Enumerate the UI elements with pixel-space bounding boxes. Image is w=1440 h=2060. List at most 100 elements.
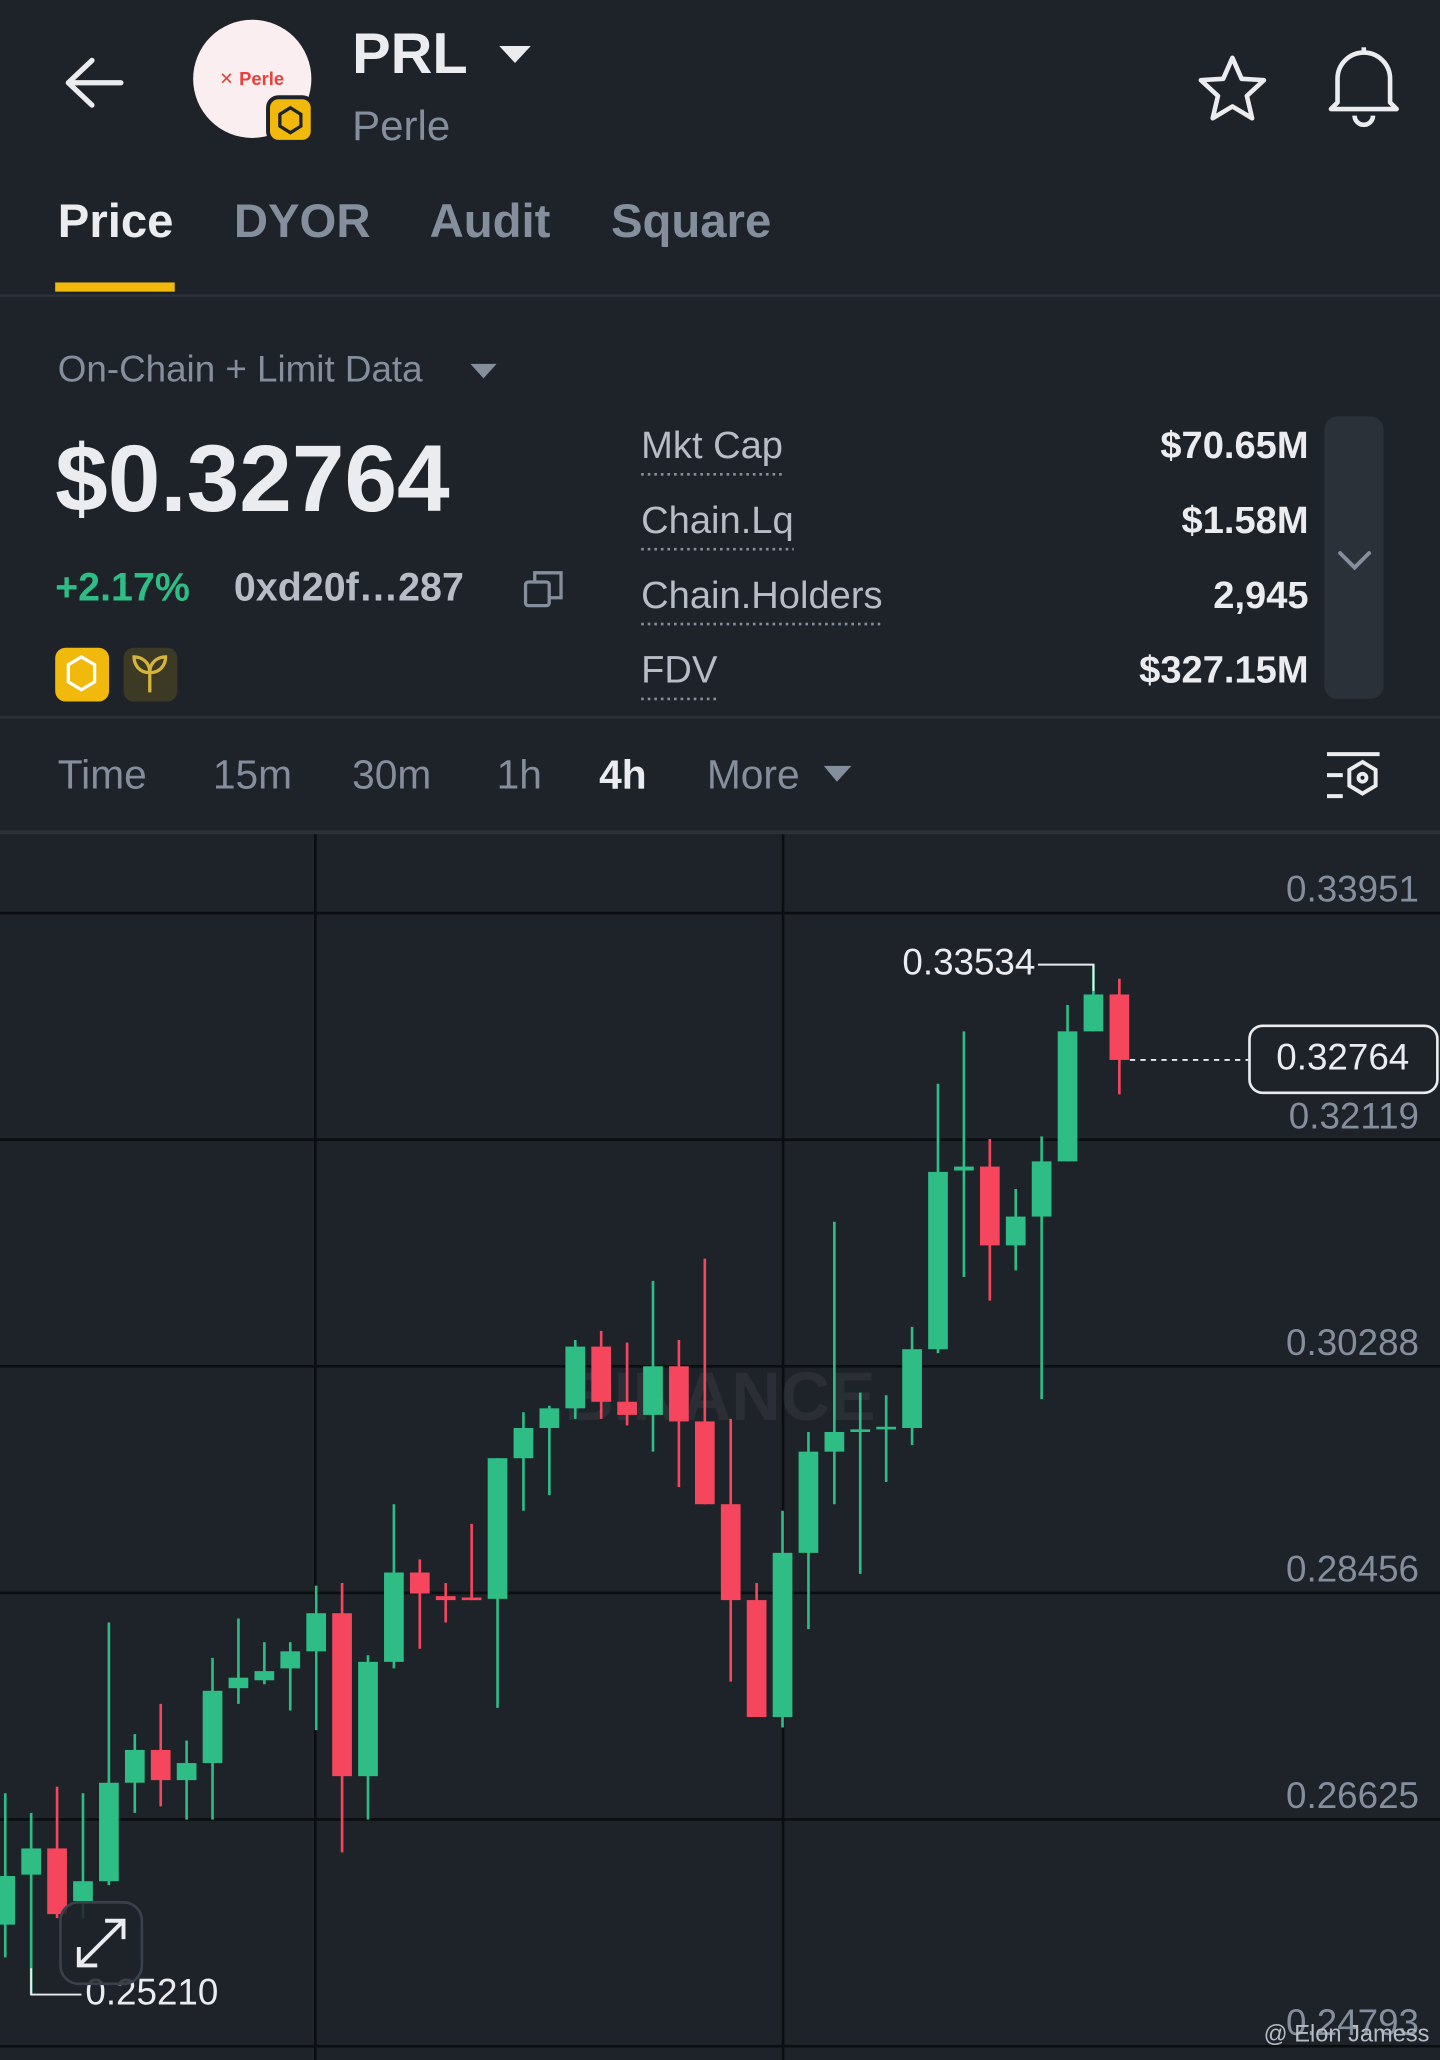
candle-body — [928, 1171, 948, 1350]
candle-body — [1057, 1031, 1078, 1162]
candle-body — [0, 1876, 16, 1925]
stats-expand[interactable] — [1324, 416, 1384, 699]
symbol-dropdown[interactable] — [499, 45, 531, 64]
low-marker-line — [30, 1968, 82, 1996]
tab[interactable]: Price — [58, 195, 174, 248]
stat-value: $70.65M — [1160, 425, 1308, 467]
candle-body — [979, 1166, 1000, 1246]
logo-text: Perle — [239, 68, 284, 89]
candle-body — [99, 1782, 119, 1882]
contract-address: 0xd20f…287 — [234, 565, 464, 609]
candle-body — [746, 1600, 767, 1718]
candle-body — [21, 1848, 42, 1875]
stat-value: 2,945 — [1213, 575, 1308, 617]
candle-body — [150, 1749, 171, 1781]
candle-body — [306, 1613, 327, 1652]
candle-body — [228, 1677, 249, 1689]
high-marker-label: 0.33534 — [902, 941, 1035, 982]
divider — [0, 294, 1440, 297]
back-button[interactable] — [65, 57, 124, 108]
divider — [0, 830, 1440, 835]
candle-body — [384, 1572, 404, 1662]
chain-tag-icon — [66, 654, 97, 692]
candle-body — [954, 1166, 974, 1171]
candle-body — [332, 1613, 352, 1777]
candle-body — [798, 1451, 819, 1553]
timeframe[interactable]: 15m — [213, 752, 292, 798]
candle-body — [461, 1597, 482, 1601]
token-name: Perle — [352, 102, 450, 149]
y-tick-label: 0.26625 — [1286, 1775, 1419, 1816]
candle-body — [73, 1881, 93, 1902]
candle-body — [1031, 1161, 1052, 1217]
y-tick-label: 0.32119 — [1289, 1095, 1419, 1136]
candle-body — [565, 1346, 586, 1409]
token-symbol[interactable]: PRL — [352, 22, 468, 86]
last-price-box — [1248, 1024, 1439, 1095]
favorite-button[interactable] — [1198, 55, 1267, 121]
price-change: +2.17% — [55, 565, 190, 609]
candle-body — [202, 1690, 223, 1764]
candle-body — [643, 1366, 663, 1415]
timeframe[interactable]: 30m — [352, 752, 431, 798]
chart-settings[interactable] — [1327, 752, 1380, 799]
divider — [0, 716, 1440, 719]
stats: Mkt Cap $70.65M Chain.Lq $1.58M Chain.Holder… — [641, 425, 1309, 701]
fullscreen-button[interactable] — [59, 1901, 144, 1986]
notification-button[interactable] — [1328, 47, 1399, 128]
tab[interactable]: Square — [611, 195, 771, 248]
stat-label: Chain.Lq — [641, 500, 794, 542]
timeframe[interactable]: 4h — [599, 752, 647, 798]
y-tick-label: 0.30288 — [1286, 1322, 1419, 1363]
y-tick-label: 0.24793 — [1286, 2002, 1419, 2043]
stat-label: Mkt Cap — [641, 425, 783, 467]
tab-indicator — [55, 282, 175, 292]
chain-badge — [266, 95, 315, 144]
last-price-label: 0.32764 — [1276, 1037, 1409, 1078]
candle-body — [617, 1401, 637, 1415]
candle-body — [902, 1349, 922, 1429]
y-tick-label: 0.28456 — [1286, 1549, 1419, 1590]
candle-body — [669, 1366, 689, 1422]
more-dropdown[interactable] — [823, 765, 852, 782]
chain-tag[interactable] — [55, 647, 110, 702]
stat-label: FDV — [641, 650, 718, 692]
chart: BINANCE 0.33951 0.32119 0.30288 0.28456 0.26… — [0, 834, 1440, 2060]
stats-expand-icon — [1338, 551, 1372, 571]
stat-value: $327.15M — [1139, 650, 1308, 692]
candle-body — [176, 1763, 197, 1781]
chain-badge-icon — [278, 105, 303, 135]
data-source-dropdown[interactable] — [470, 363, 497, 379]
candle-body — [772, 1552, 793, 1718]
price: $0.32764 — [55, 426, 450, 532]
candle-body — [1083, 994, 1104, 1032]
data-source[interactable]: On-Chain + Limit Data — [58, 349, 423, 390]
candle-body — [591, 1346, 612, 1402]
candle-body — [124, 1749, 145, 1783]
launch-tag-icon — [132, 655, 168, 693]
tab[interactable]: Audit — [430, 195, 551, 248]
candle-body — [539, 1408, 560, 1429]
candle-body — [280, 1651, 301, 1669]
timeframe[interactable]: Time — [58, 752, 147, 798]
candle-body — [1005, 1216, 1026, 1246]
stat-value: $1.58M — [1182, 500, 1309, 542]
candle-body — [1109, 994, 1130, 1060]
timeframe[interactable]: 1h — [497, 752, 542, 798]
candle-body — [487, 1458, 508, 1599]
candle-body — [850, 1429, 871, 1432]
credit: @ Elon Jamess — [1264, 2021, 1430, 2047]
candle-body — [358, 1661, 378, 1777]
watermark: BINANCE — [564, 1359, 875, 1435]
timeframe[interactable]: More — [707, 752, 800, 798]
candle-body — [513, 1428, 534, 1459]
candle-body — [720, 1504, 741, 1601]
stat-label: Chain.Holders — [641, 575, 882, 617]
copy-button[interactable] — [523, 571, 563, 608]
high-marker-line — [1037, 963, 1095, 991]
y-tick-label: 0.33951 — [1286, 869, 1419, 910]
tab[interactable]: DYOR — [234, 195, 371, 248]
